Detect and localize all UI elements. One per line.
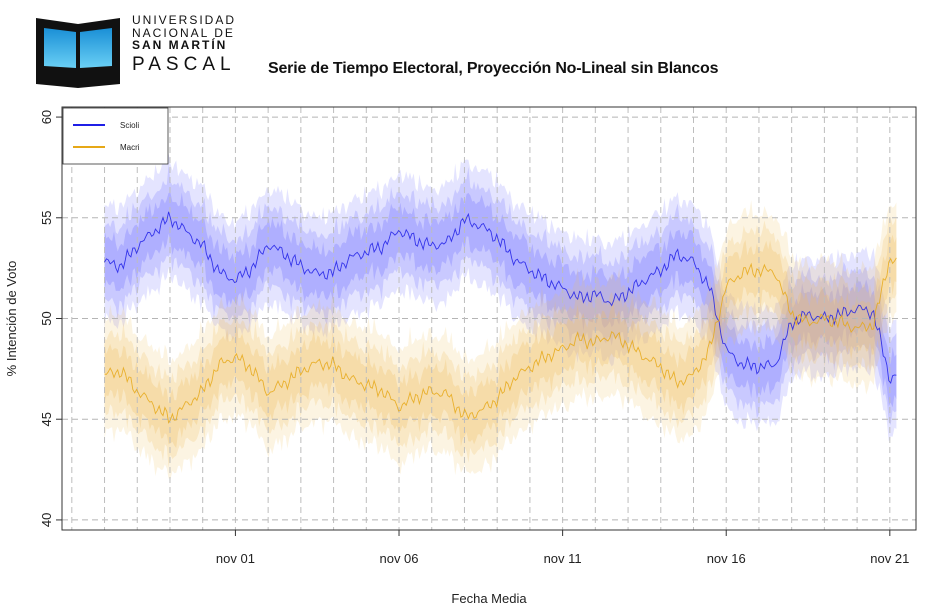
y-axis: 40 45 50 55 60 xyxy=(39,110,62,527)
x-axis-label: Fecha Media xyxy=(451,591,527,606)
logo-line-1: UNIVERSIDAD xyxy=(132,13,237,27)
chart-title: Serie de Tiempo Electoral, Proyección No… xyxy=(268,60,719,77)
confidence-band-macri xyxy=(104,233,897,448)
confidence-band-scioli xyxy=(104,164,897,425)
x-tick-label: nov 21 xyxy=(870,551,909,566)
legend-box xyxy=(62,107,169,165)
x-tick-label: nov 16 xyxy=(707,551,746,566)
confidence-band-macri xyxy=(104,215,897,468)
x-tick-label: nov 11 xyxy=(544,551,582,566)
logo-line-3: SAN MARTÍN xyxy=(132,38,228,53)
x-tick-label: nov 06 xyxy=(379,551,418,566)
series-lines xyxy=(104,211,897,424)
book-logo-icon xyxy=(36,18,120,88)
logo-line-2: NACIONAL DE xyxy=(132,25,235,40)
y-tick-label: 40 xyxy=(39,513,54,527)
confidence-band-macri xyxy=(104,200,897,480)
x-tick-label: nov 01 xyxy=(216,551,255,566)
x-axis: nov 01 nov 06 nov 11 nov 16 nov 21 xyxy=(216,530,909,566)
confidence-bands xyxy=(104,153,897,480)
y-tick-label: 55 xyxy=(39,211,54,225)
y-tick-label: 45 xyxy=(39,412,54,426)
y-axis-label: % Intención de Voto xyxy=(4,261,19,377)
y-tick-label: 50 xyxy=(39,311,54,325)
y-tick-label: 60 xyxy=(39,110,54,124)
series-line-scioli xyxy=(104,211,897,384)
series-line-macri xyxy=(104,257,897,424)
confidence-band-scioli xyxy=(104,192,897,408)
university-logo: UNIVERSIDAD NACIONAL DE SAN MARTÍN PASCA… xyxy=(34,14,244,92)
legend: Scioli Macri xyxy=(62,107,169,165)
logo-line-4: PASCAL xyxy=(132,53,236,75)
legend-label-macri: Macri xyxy=(120,143,140,152)
confidence-band-scioli xyxy=(104,153,897,442)
legend-label-scioli: Scioli xyxy=(120,121,139,130)
grid-lines xyxy=(62,107,916,530)
